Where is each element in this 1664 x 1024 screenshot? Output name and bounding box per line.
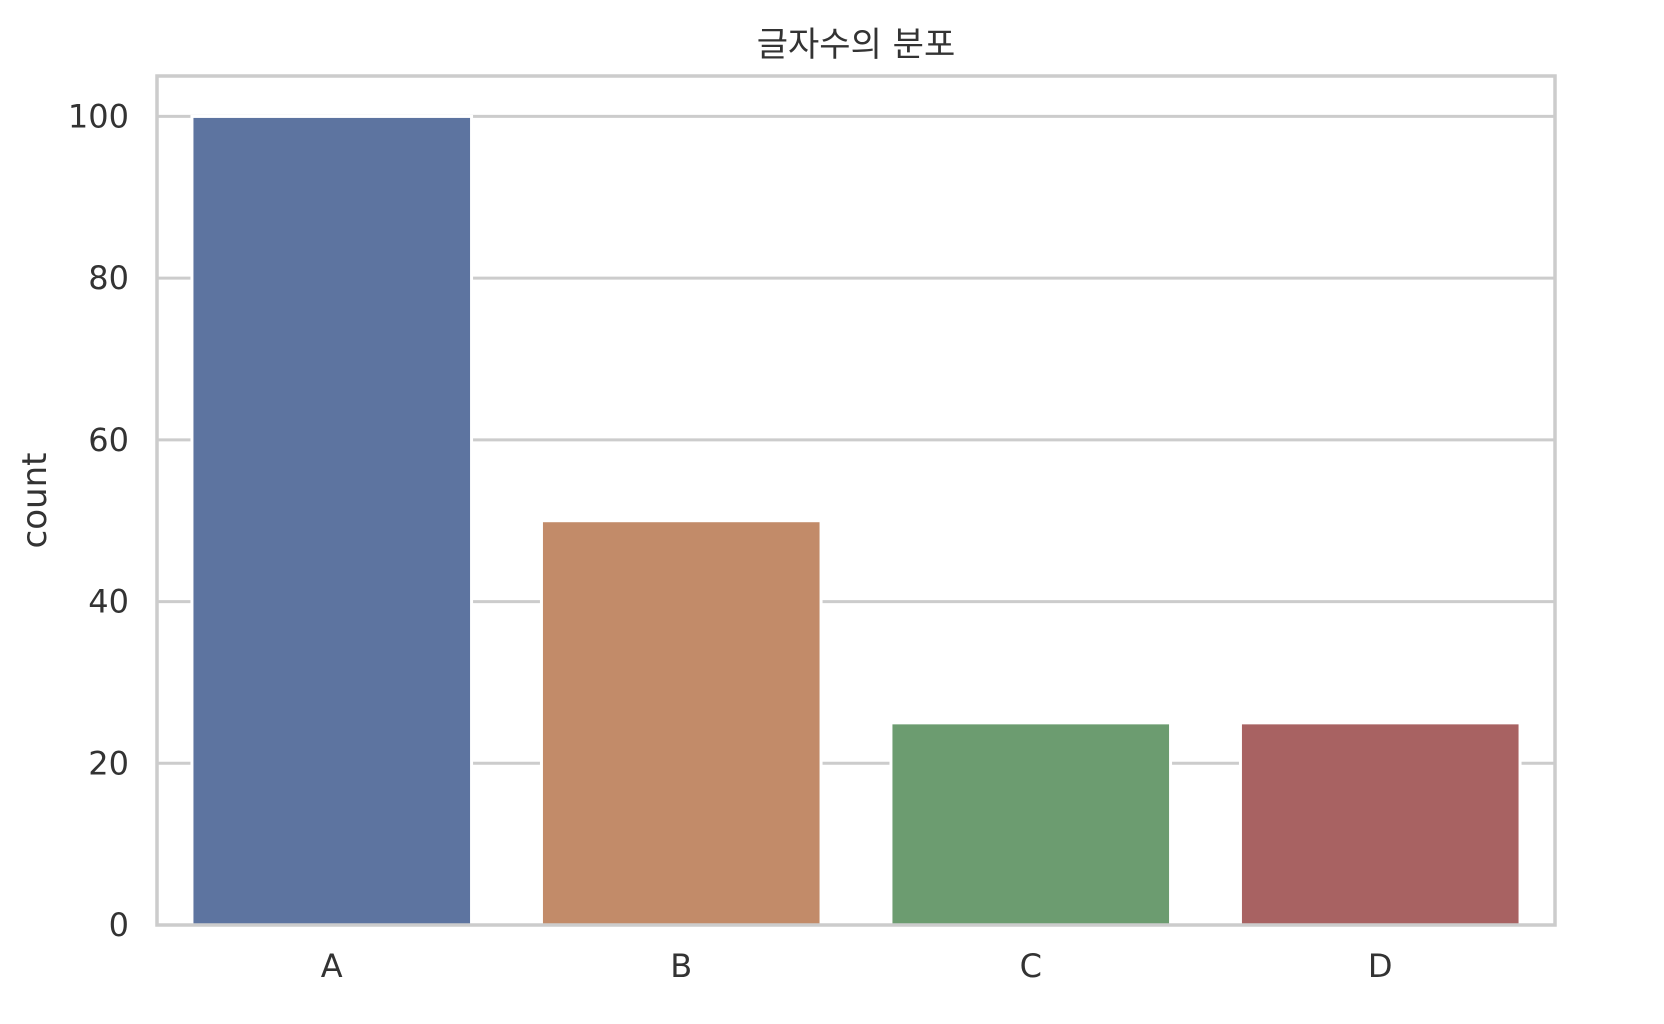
- x-tick-label: C: [1020, 947, 1042, 985]
- y-tick-labels: 0 20 40 60 80 100: [68, 97, 129, 944]
- y-tick-label: 100: [68, 97, 129, 135]
- plot-frame: [155, 74, 1557, 927]
- y-tick-label: 20: [88, 744, 129, 782]
- bars-layer: [190, 114, 1522, 927]
- y-tick-label: 60: [88, 421, 129, 459]
- y-axis-label: count: [15, 453, 55, 549]
- bar-b: [539, 519, 823, 927]
- bar-c: [889, 721, 1173, 927]
- y-tick-label: 80: [88, 259, 129, 297]
- x-tick-labels: A B C D: [321, 947, 1393, 985]
- bar-a: [190, 114, 474, 927]
- x-tick-label: B: [670, 947, 692, 985]
- bar-d: [1238, 721, 1522, 927]
- y-tick-label: 0: [109, 906, 129, 944]
- x-tick-label: D: [1368, 947, 1393, 985]
- y-tick-label: 40: [88, 583, 129, 621]
- chart-title: 글자수의 분포: [757, 25, 956, 65]
- x-tick-label: A: [321, 947, 343, 985]
